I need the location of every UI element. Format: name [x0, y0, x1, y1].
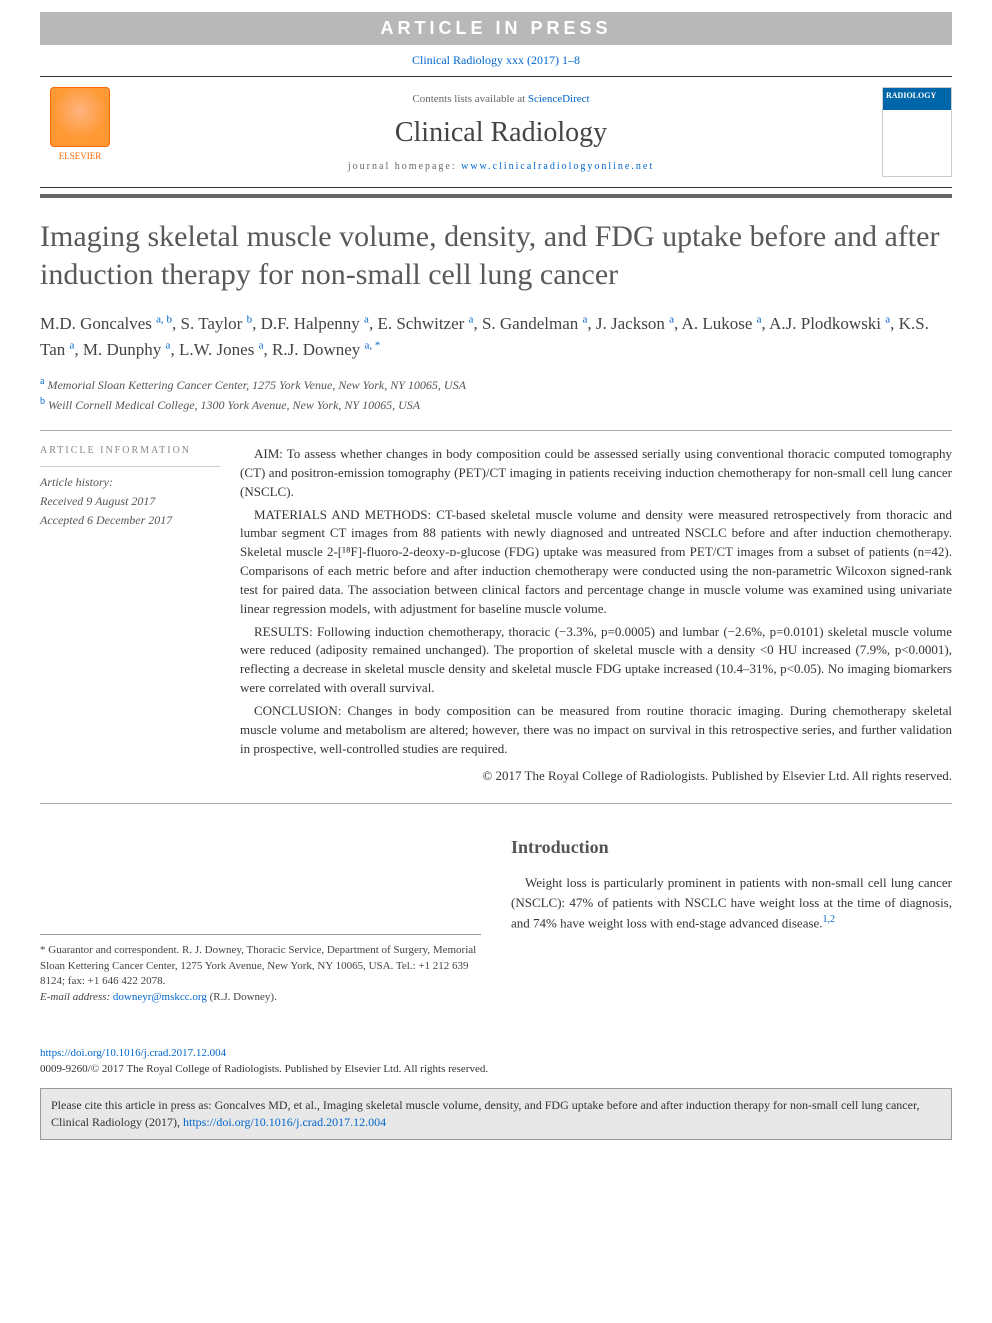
journal-cover-thumbnail[interactable]: RADIOLOGY — [882, 87, 952, 177]
citation-line: Clinical Radiology xxx (2017) 1–8 — [0, 53, 992, 68]
cite-this-article-box: Please cite this article in press as: Go… — [40, 1088, 952, 1140]
elsevier-label: ELSEVIER — [59, 151, 102, 161]
two-column-row: * Guarantor and correspondent. R. J. Dow… — [40, 834, 952, 1005]
abstract: AIM: To assess whether changes in body c… — [240, 445, 952, 789]
homepage-link[interactable]: www.clinicalradiologyonline.net — [461, 161, 654, 172]
abstract-methods: MATERIALS AND METHODS: CT-based skeletal… — [240, 506, 952, 619]
received-date: Received 9 August 2017 — [40, 492, 220, 511]
email-label: E-mail address: — [40, 991, 113, 1003]
correspondent-email-link[interactable]: downeyr@mskcc.org — [113, 991, 207, 1003]
affiliation-line: a Memorial Sloan Kettering Cancer Center… — [40, 374, 952, 394]
article-in-press-banner: ARTICLE IN PRESS — [40, 12, 952, 45]
intro-paragraph-1: Weight loss is particularly prominent in… — [511, 873, 952, 933]
journal-homepage: journal homepage: www.clinicalradiologyo… — [120, 161, 882, 172]
cover-title: RADIOLOGY — [886, 91, 948, 100]
accepted-date: Accepted 6 December 2017 — [40, 511, 220, 530]
article-info-heading: ARTICLE INFORMATION — [40, 445, 220, 456]
journal-header: ELSEVIER Contents lists available at Sci… — [40, 76, 952, 188]
citation-ref-1-2[interactable]: 1,2 — [823, 914, 836, 925]
doi-block: https://doi.org/10.1016/j.crad.2017.12.0… — [40, 1045, 952, 1078]
introduction-heading: Introduction — [511, 834, 952, 861]
article-title: Imaging skeletal muscle volume, density,… — [40, 218, 952, 293]
footnotes: * Guarantor and correspondent. R. J. Dow… — [40, 934, 481, 1005]
affiliations: a Memorial Sloan Kettering Cancer Center… — [40, 374, 952, 414]
header-center: Contents lists available at ScienceDirec… — [120, 93, 882, 172]
citebox-text: Please cite this article in press as: Go… — [51, 1098, 919, 1129]
abstract-copyright: © 2017 The Royal College of Radiologists… — [240, 767, 952, 786]
elsevier-tree-icon — [50, 87, 110, 147]
citebox-doi-link[interactable]: https://doi.org/10.1016/j.crad.2017.12.0… — [183, 1115, 386, 1129]
email-line: E-mail address: downeyr@mskcc.org (R.J. … — [40, 990, 481, 1005]
homepage-prefix: journal homepage: — [348, 161, 461, 172]
abstract-results: RESULTS: Following induction chemotherap… — [240, 623, 952, 698]
history-label: Article history: — [40, 473, 220, 492]
intro-p1-text: Weight loss is particularly prominent in… — [511, 875, 952, 930]
abstract-conclusion: CONCLUSION: Changes in body composition … — [240, 702, 952, 759]
article-history: Article history: Received 9 August 2017 … — [40, 466, 220, 531]
info-abstract-row: ARTICLE INFORMATION Article history: Rec… — [40, 430, 952, 804]
doi-link[interactable]: https://doi.org/10.1016/j.crad.2017.12.0… — [40, 1047, 226, 1059]
issn-copyright: 0009-9260/© 2017 The Royal College of Ra… — [40, 1063, 488, 1075]
affiliation-line: b Weill Cornell Medical College, 1300 Yo… — [40, 394, 952, 414]
header-rule — [40, 194, 952, 198]
journal-name: Clinical Radiology — [120, 117, 882, 149]
elsevier-logo[interactable]: ELSEVIER — [40, 87, 120, 177]
right-column: Introduction Weight loss is particularly… — [511, 834, 952, 1005]
contents-available: Contents lists available at ScienceDirec… — [120, 93, 882, 105]
left-column: * Guarantor and correspondent. R. J. Dow… — [40, 834, 481, 1005]
correspondent-note: * Guarantor and correspondent. R. J. Dow… — [40, 943, 481, 989]
article-information: ARTICLE INFORMATION Article history: Rec… — [40, 445, 240, 789]
authors-list: M.D. Goncalves a, b, S. Taylor b, D.F. H… — [40, 311, 952, 362]
email-suffix: (R.J. Downey). — [210, 991, 277, 1003]
contents-prefix: Contents lists available at — [412, 93, 527, 105]
abstract-aim: AIM: To assess whether changes in body c… — [240, 445, 952, 502]
sciencedirect-link[interactable]: ScienceDirect — [528, 93, 590, 105]
